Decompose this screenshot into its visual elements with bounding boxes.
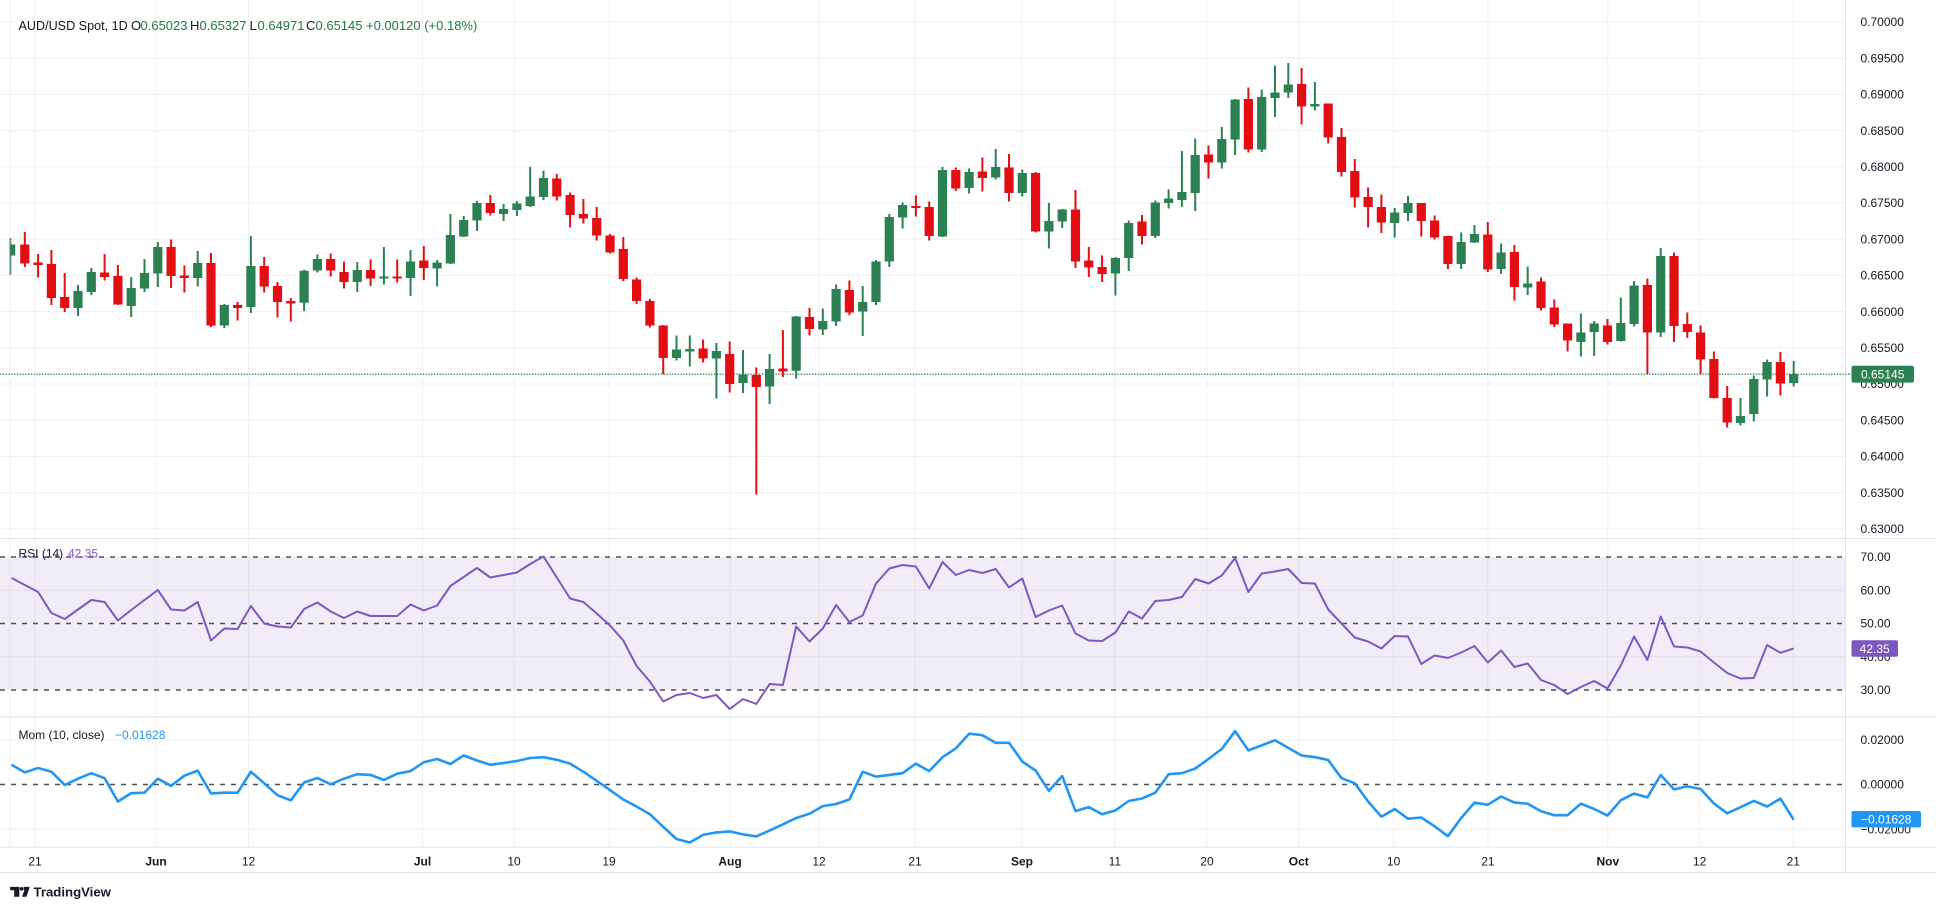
svg-text:O: O: [131, 18, 141, 33]
svg-text:0.69000: 0.69000: [1861, 88, 1905, 102]
svg-text:−0.01628: −0.01628: [115, 728, 166, 742]
svg-text:70.00: 70.00: [1861, 550, 1891, 564]
svg-text:0.66500: 0.66500: [1861, 269, 1905, 283]
svg-text:0.68000: 0.68000: [1861, 160, 1905, 174]
svg-text:0.65023: 0.65023: [141, 18, 188, 33]
svg-text:−0.01628: −0.01628: [1861, 813, 1912, 827]
svg-text:10: 10: [507, 855, 521, 869]
svg-text:50.00: 50.00: [1861, 617, 1891, 631]
svg-text:60.00: 60.00: [1861, 584, 1891, 598]
svg-text:11: 11: [1109, 855, 1122, 869]
svg-text:0.00000: 0.00000: [1861, 778, 1905, 792]
svg-text:0.69500: 0.69500: [1861, 51, 1905, 65]
svg-text:0.67500: 0.67500: [1861, 196, 1905, 210]
svg-text:0.65145: 0.65145: [1861, 368, 1905, 382]
svg-text:0.65500: 0.65500: [1861, 341, 1905, 355]
svg-text:42.35: 42.35: [1860, 642, 1890, 656]
svg-text:0.70000: 0.70000: [1861, 15, 1905, 29]
svg-text:21: 21: [1787, 855, 1801, 869]
svg-text:0.68500: 0.68500: [1861, 124, 1905, 138]
svg-text:RSI (14): RSI (14): [19, 547, 64, 561]
svg-text:C: C: [306, 18, 315, 33]
svg-text:21: 21: [908, 855, 922, 869]
svg-text:Nov: Nov: [1596, 855, 1619, 869]
svg-text:Aug: Aug: [718, 855, 741, 869]
svg-text:0.67000: 0.67000: [1861, 232, 1905, 246]
svg-text:0.65327: 0.65327: [200, 18, 247, 33]
svg-text:0.64971: 0.64971: [258, 18, 305, 33]
svg-text:42.35: 42.35: [68, 547, 98, 561]
svg-text:TradingView: TradingView: [34, 885, 112, 900]
svg-text:Sep: Sep: [1011, 855, 1033, 869]
svg-text:L: L: [250, 18, 257, 33]
svg-text:12: 12: [242, 855, 256, 869]
svg-text:0.64500: 0.64500: [1861, 413, 1905, 427]
svg-text:19: 19: [602, 855, 616, 869]
svg-text:Jul: Jul: [414, 855, 431, 869]
svg-text:20: 20: [1200, 855, 1214, 869]
svg-text:0.64000: 0.64000: [1861, 450, 1905, 464]
svg-text:21: 21: [28, 855, 42, 869]
svg-text:+0.00120 (+0.18%): +0.00120 (+0.18%): [366, 18, 477, 33]
svg-text:0.02000: 0.02000: [1861, 733, 1905, 747]
svg-text:AUD/USD Spot, 1D: AUD/USD Spot, 1D: [19, 19, 128, 33]
svg-text:H: H: [190, 18, 199, 33]
svg-text:0.65145: 0.65145: [316, 18, 363, 33]
svg-text:30.00: 30.00: [1861, 683, 1891, 697]
svg-text:Mom (10, close): Mom (10, close): [19, 728, 105, 742]
svg-text:10: 10: [1387, 855, 1401, 869]
svg-text:Jun: Jun: [145, 855, 166, 869]
svg-text:Oct: Oct: [1289, 855, 1309, 869]
svg-text:0.63500: 0.63500: [1861, 486, 1905, 500]
svg-text:21: 21: [1481, 855, 1495, 869]
svg-text:0.66000: 0.66000: [1861, 305, 1905, 319]
svg-text:0.63000: 0.63000: [1861, 522, 1905, 536]
svg-text:12: 12: [1693, 855, 1707, 869]
svg-text:12: 12: [812, 855, 826, 869]
